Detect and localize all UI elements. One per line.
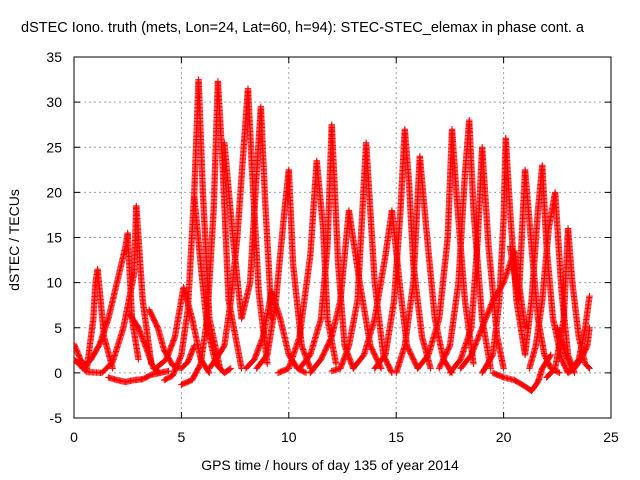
- y-tick-label: -5: [50, 410, 63, 426]
- data-points: [74, 76, 593, 395]
- data-point: [109, 365, 116, 372]
- x-tick-label: 25: [603, 429, 619, 445]
- data-point: [74, 340, 78, 348]
- y-tick-label: 30: [46, 94, 62, 110]
- data-point: [264, 360, 271, 368]
- y-tick-label: 5: [54, 320, 62, 336]
- y-tick-label: 0: [54, 365, 62, 381]
- x-tick-label: 15: [388, 429, 404, 445]
- y-tick-label: 20: [46, 184, 62, 200]
- y-tick-label: 35: [46, 49, 62, 65]
- x-tick-label: 10: [281, 429, 297, 445]
- x-tick-label: 0: [70, 429, 78, 445]
- series-group: [74, 76, 593, 395]
- y-tick-label: 10: [46, 275, 62, 291]
- x-tick-label: 20: [496, 429, 512, 445]
- axis-ticks: 0 5 10 15 20 25 -5 0 5 10 15 20 25 30 35: [46, 49, 619, 445]
- x-tick-label: 5: [178, 429, 186, 445]
- y-tick-label: 25: [46, 139, 62, 155]
- y-tick-label: 15: [46, 230, 62, 246]
